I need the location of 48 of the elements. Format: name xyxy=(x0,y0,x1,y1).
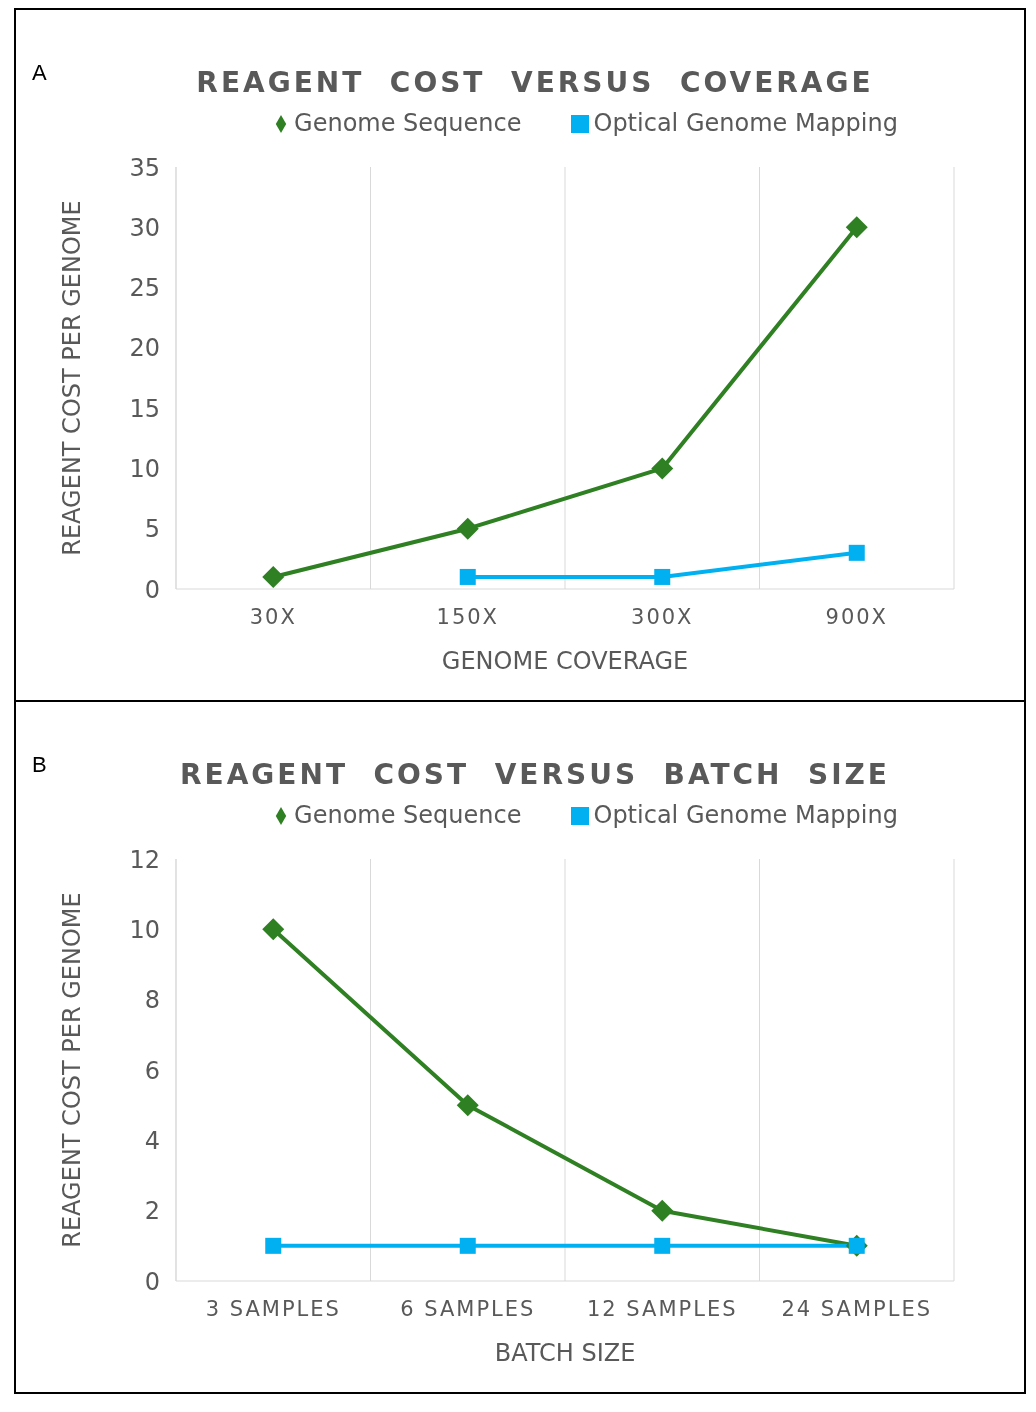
y-tick-label: 8 xyxy=(144,986,160,1015)
y-tick-label: 15 xyxy=(129,394,160,423)
point xyxy=(265,1237,282,1254)
y-tick-label: 6 xyxy=(144,1056,160,1085)
y-tick-label: 10 xyxy=(129,454,160,483)
y-tick-label: 20 xyxy=(129,334,160,363)
y-tick-label: 0 xyxy=(144,1267,160,1296)
y-tick-label: 5 xyxy=(144,515,160,544)
x-tick-label: 30X xyxy=(249,604,297,629)
y-axis-title: REAGENT COST PER GENOME xyxy=(57,892,86,1248)
point xyxy=(654,1237,671,1254)
x-tick-label: 12 SAMPLES xyxy=(586,1296,738,1321)
y-axis-title: REAGENT COST PER GENOME xyxy=(57,200,86,556)
legend-label: Genome Sequence xyxy=(294,801,522,829)
point xyxy=(651,1199,674,1222)
point xyxy=(456,517,479,540)
point xyxy=(262,565,285,588)
point xyxy=(459,568,476,585)
y-tick-label: 30 xyxy=(129,213,160,242)
y-tick-label: 4 xyxy=(144,1126,160,1155)
legend-label: Optical Genome Mapping xyxy=(593,801,898,829)
point xyxy=(262,918,285,941)
legend-label: Optical Genome Mapping xyxy=(593,109,898,137)
x-tick-label: 300X xyxy=(631,604,694,629)
chart-title: REAGENT COST VERSUS COVERAGE xyxy=(195,65,875,99)
point xyxy=(654,568,671,585)
x-tick-label: 3 SAMPLES xyxy=(205,1296,341,1321)
y-tick-label: 10 xyxy=(129,915,160,944)
point xyxy=(845,216,868,239)
x-axis-title: GENOME COVERAGE xyxy=(441,647,689,675)
point xyxy=(456,1094,479,1117)
chart-title: REAGENT COST VERSUS BATCH SIZE xyxy=(179,757,891,791)
point xyxy=(651,457,674,480)
point xyxy=(848,544,865,561)
x-tick-label: 24 SAMPLES xyxy=(781,1296,933,1321)
x-axis-title: BATCH SIZE xyxy=(494,1339,636,1367)
y-tick-label: 25 xyxy=(129,274,160,303)
point xyxy=(459,1237,476,1254)
y-tick-label: 12 xyxy=(129,845,160,874)
legend-label: Genome Sequence xyxy=(294,109,522,137)
text: A xyxy=(32,60,47,86)
y-tick-label: 35 xyxy=(129,153,160,182)
y-tick-label: 0 xyxy=(144,575,160,604)
x-tick-label: 150X xyxy=(436,604,499,629)
x-tick-label: 6 SAMPLES xyxy=(400,1296,536,1321)
x-tick-label: 900X xyxy=(825,604,888,629)
y-tick-label: 2 xyxy=(144,1197,160,1226)
text: B xyxy=(32,752,47,778)
